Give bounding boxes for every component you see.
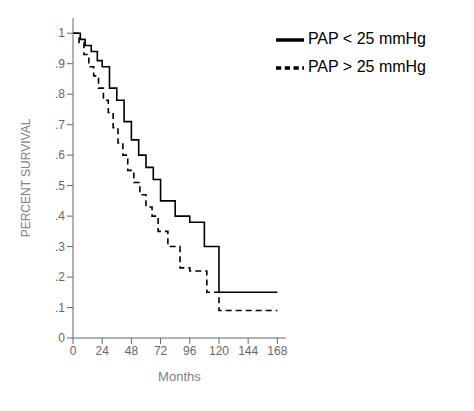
svg-text:.8: .8: [55, 87, 65, 101]
svg-text:.2: .2: [55, 270, 65, 284]
svg-text:1: 1: [58, 26, 65, 40]
svg-text:.9: .9: [55, 57, 65, 71]
svg-text:120: 120: [209, 344, 229, 358]
svg-text:.3: .3: [55, 240, 65, 254]
svg-text:48: 48: [125, 344, 139, 358]
svg-text:144: 144: [238, 344, 258, 358]
svg-text:0: 0: [58, 331, 65, 345]
svg-text:.4: .4: [55, 209, 65, 223]
svg-text:168: 168: [267, 344, 287, 358]
svg-text:96: 96: [183, 344, 197, 358]
svg-text:72: 72: [154, 344, 168, 358]
svg-text:Months: Months: [158, 369, 201, 384]
svg-text:.5: .5: [55, 179, 65, 193]
svg-text:.7: .7: [55, 118, 65, 132]
svg-text:24: 24: [96, 344, 110, 358]
svg-text:.1: .1: [55, 301, 65, 315]
svg-text:0: 0: [70, 344, 77, 358]
html-text:PAP < 25 mmHg: PAP < 25 mmHg: [307, 30, 426, 48]
html-text:PAP > 25 mmHg: PAP > 25 mmHg: [307, 58, 426, 76]
svg-text:PERCENT SURVIVAL: PERCENT SURVIVAL: [19, 118, 33, 237]
svg-text:.6: .6: [55, 148, 65, 162]
